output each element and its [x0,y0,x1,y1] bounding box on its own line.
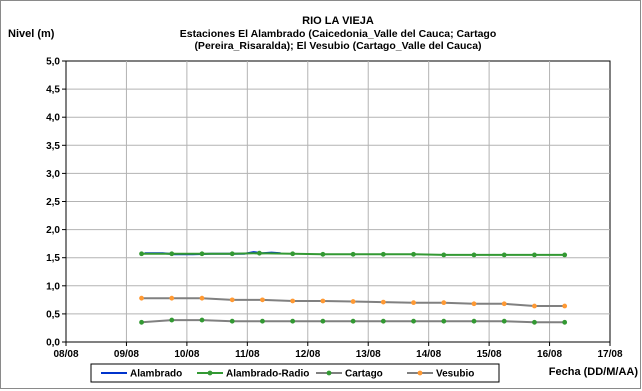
y-tick-label: 4,5 [46,85,60,96]
gridlines [66,61,610,342]
data-point-vesubio [562,303,568,309]
y-tick-label: 1,5 [46,253,60,264]
data-point-cartago [139,319,144,325]
data-point-vesubio [350,299,356,304]
data-point-cartago [260,318,265,324]
data-point-cartago [562,319,568,325]
y-tick-label: 3,5 [46,141,60,152]
data-point-cartago [501,318,507,324]
legend-label-alambrado: Alambrado [130,369,182,380]
legend-marker-cartago [326,370,332,376]
data-point-alambrado-radio [562,252,568,258]
x-axis-label: Fecha (DD/M/AA) [549,366,639,378]
data-point-alambrado-radio [411,251,416,257]
x-tick-labels: 08/08 09/08 10/08 11/08 12/08 13/08 14/08 15/08… [53,342,623,360]
y-tick-label: 1,0 [46,281,60,292]
series-lines [139,250,568,325]
data-point-alambrado-radio [199,251,205,257]
legend-entries: Alambrado Alambrado-Radio Cartago Vesubio [101,369,474,380]
data-point-vesubio [471,301,477,307]
data-point-vesubio [199,295,205,301]
chart-subtitle-line-2: (Pereira_Risaralda); El Vesubio (Cartago… [194,40,481,52]
legend: Alambrado Alambrado-Radio Cartago Vesubio [90,363,500,383]
y-tick-label: 2,0 [46,225,60,236]
data-point-alambrado-radio [350,251,356,257]
data-point-alambrado-radio [139,251,144,257]
data-point-alambrado-radio [290,251,296,257]
data-point-vesubio [169,295,175,301]
x-tick-label: 09/08 [114,349,139,360]
data-point-vesubio [532,303,537,309]
legend-label-alambrado-radio: Alambrado-Radio [226,369,309,380]
chart-subtitle-line-1: Estaciones El Alambrado (Caicedonia_Vall… [180,28,496,40]
y-tick-label: 5,0 [46,57,60,68]
legend-box [90,363,500,383]
data-point-vesubio [441,300,447,306]
data-point-cartago [532,319,537,325]
data-point-cartago [229,318,235,324]
x-tick-label: 15/08 [477,349,502,360]
data-point-cartago [411,318,416,324]
x-tick-label: 12/08 [295,349,320,360]
data-point-cartago [441,318,447,324]
data-point-cartago [199,317,205,323]
x-tick-label: 13/08 [356,349,381,360]
data-point-cartago [471,318,477,324]
data-point-alambrado-radio [320,251,326,257]
legend-label-vesubio: Vesubio [436,369,474,380]
y-tick-label: 3,0 [46,169,60,180]
y-tick-label: 0,0 [46,338,60,349]
x-tick-label: 11/08 [235,349,260,360]
data-point-alambrado-radio [380,251,386,257]
chart-title: RIO LA VIEJA [302,15,374,27]
x-tick-label: 10/08 [174,349,199,360]
data-point-alambrado-radio [501,252,507,258]
data-point-alambrado-radio [229,251,235,257]
legend-marker-vesubio [417,370,423,376]
data-point-alambrado-radio [257,250,262,256]
data-point-vesubio [139,295,144,301]
y-tick-labels: 0,0 0,5 1,0 1,5 2,0 2,5 3,0 3,5 4,0 4,5 5,0 [46,57,66,349]
x-tick-label: 14/08 [416,349,441,360]
legend-label-cartago: Cartago [345,369,383,380]
data-point-cartago [320,318,326,324]
data-point-vesubio [501,301,507,307]
data-point-vesubio [411,300,416,306]
data-point-vesubio [290,298,296,304]
x-tick-label: 08/08 [53,349,78,360]
data-point-vesubio [380,299,386,305]
data-point-alambrado-radio [169,251,175,257]
data-point-alambrado-radio [471,252,477,258]
x-tick-label: 17/08 [597,349,622,360]
y-tick-label: 0,5 [46,309,60,320]
y-axis-label: Nivel (m) [8,28,55,40]
data-point-cartago [290,318,296,324]
data-point-alambrado-radio [532,252,537,258]
data-point-vesubio [320,298,326,304]
data-point-alambrado-radio [441,252,447,258]
y-tick-label: 4,0 [46,113,60,124]
x-tick-label: 16/08 [537,349,562,360]
data-point-vesubio [229,297,235,303]
data-point-cartago [380,318,386,324]
data-point-cartago [169,317,175,323]
data-point-vesubio [260,297,265,303]
data-point-cartago [350,318,356,324]
y-tick-label: 2,5 [46,197,60,208]
legend-marker-alambrado-radio [207,370,213,376]
